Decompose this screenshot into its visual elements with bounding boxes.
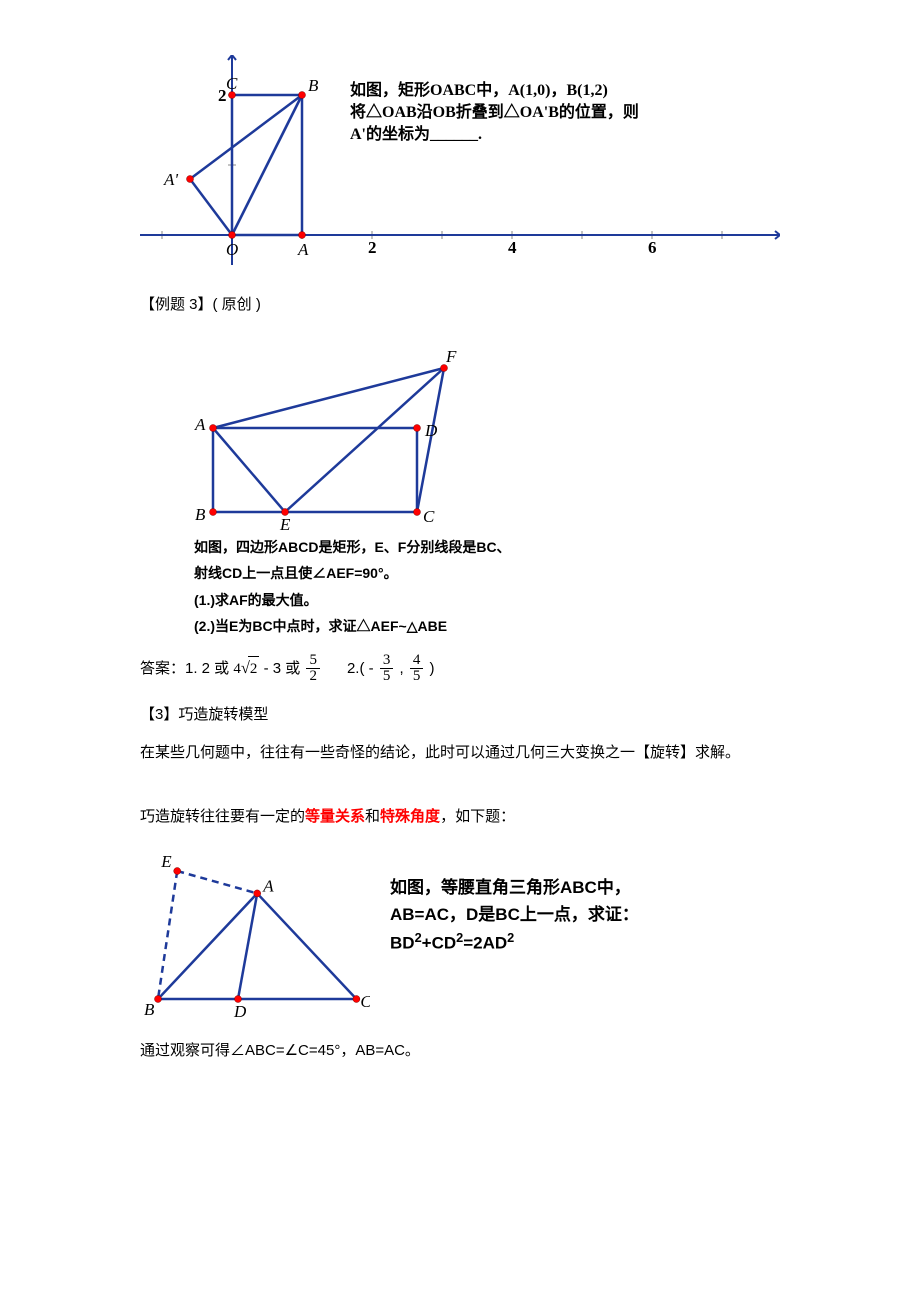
svg-text:B: B (195, 505, 206, 524)
figure-1: 2462OABCA'如图，矩形OABC中，A(1,0)，B(1,2)将△OAB沿… (140, 55, 780, 275)
svg-text:D: D (233, 1002, 247, 1021)
figure-2: A B C D E F 如图，四边形ABCD是矩形，E、F分别线段是BC、 射线CD上一点… (140, 332, 780, 638)
svg-text:A'的坐标为______.: A'的坐标为______. (350, 124, 482, 143)
page: 2462OABCA'如图，矩形OABC中，A(1,0)，B(1,2)将△OAB沿… (0, 0, 920, 1137)
answer-frac-3-5: 35 (380, 653, 394, 686)
svg-text:A: A (262, 876, 274, 895)
svg-text:C: C (360, 992, 370, 1011)
answer-frac-4-5: 45 (410, 653, 424, 686)
section-3-heading: 【3】巧造旋转模型 (140, 703, 780, 727)
svg-text:E: E (160, 852, 172, 871)
para2-e: ，如下题： (440, 808, 515, 825)
answer-comma: , (399, 660, 403, 677)
figure-3-svg: A B C D E (140, 844, 370, 1024)
fig2-caption-2: 射线CD上一点且使∠AEF=90°。 (170, 562, 780, 584)
svg-text:2: 2 (368, 238, 377, 257)
fig2-caption-3: (1.)求AF的最大值。 (170, 589, 780, 611)
answer-close: ) (430, 660, 435, 677)
answer-mid1: - 3 或 (264, 660, 301, 677)
fig2-caption-4: (2.)当E为BC中点时，求证△AEF~△ABE (170, 615, 780, 637)
answer-prefix: 答案：1. 2 或 (140, 660, 229, 677)
svg-text:F: F (445, 347, 457, 366)
answer-part2: 2.( - (347, 660, 374, 677)
fig3-desc-2: AB=AC，D是BC上一点，求证： (390, 901, 639, 928)
svg-text:D: D (424, 421, 438, 440)
fig3-desc-1: 如图，等腰直角三角形ABC中， (390, 874, 639, 901)
svg-text:A: A (194, 415, 206, 434)
fig3-desc-3: BD2+CD2=2AD2 (390, 928, 639, 957)
answer-4sqrt2: 4√2 (233, 661, 259, 677)
answer-line: 答案：1. 2 或 4√2 - 3 或 52 2.( - 35 , 45 ) (140, 653, 780, 686)
svg-text:A': A' (163, 170, 178, 189)
para2-d: 特殊角度 (380, 808, 440, 825)
para2-b: 等量关系 (305, 808, 365, 825)
svg-text:B: B (308, 76, 319, 95)
svg-text:如图，矩形OABC中，A(1,0)，B(1,2): 如图，矩形OABC中，A(1,0)，B(1,2) (350, 80, 608, 99)
svg-text:6: 6 (648, 238, 657, 257)
figure-3: ABCDE 如图，等腰直角三角形ABC中， AB=AC，D是BC上一点，求证： … (140, 844, 780, 1024)
para-1: 在某些几何题中，往往有一些奇怪的结论，此时可以通过几何三大变换之一【旋转】求解。 (140, 741, 780, 765)
svg-text:C: C (423, 507, 435, 526)
svg-text:B: B (144, 1000, 155, 1019)
svg-text:C: C (226, 74, 238, 93)
fig2-caption-1: 如图，四边形ABCD是矩形，E、F分别线段是BC、 (170, 536, 780, 558)
svg-text:将△OAB沿OB折叠到△OA'B的位置，则: 将△OAB沿OB折叠到△OA'B的位置，则 (350, 102, 639, 121)
figure-2-svg: A B C D E F (170, 332, 480, 532)
svg-text:4: 4 (508, 238, 517, 257)
para-2: 巧造旋转往往要有一定的等量关系和特殊角度，如下题： (140, 805, 780, 829)
example-3-heading: 【例题 3】( 原创 ) (140, 293, 780, 317)
svg-text:O: O (226, 240, 238, 259)
svg-text:A: A (297, 240, 309, 259)
para2-c: 和 (365, 808, 380, 825)
answer-frac-5-2: 52 (306, 653, 320, 686)
svg-text:E: E (279, 515, 291, 532)
para2-a: 巧造旋转往往要有一定的 (140, 808, 305, 825)
para-3: 通过观察可得∠ABC=∠C=45°，AB=AC。 (140, 1039, 780, 1063)
figure-1-svg: 2462OABCA'如图，矩形OABC中，A(1,0)，B(1,2)将△OAB沿… (140, 55, 780, 275)
